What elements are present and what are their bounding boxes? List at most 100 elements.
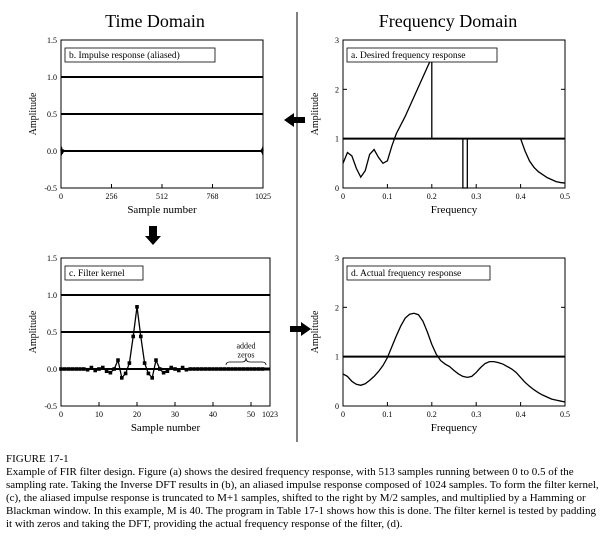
y-axis-label: Amplitude <box>310 92 321 135</box>
data-point <box>63 367 67 371</box>
data-point <box>158 367 162 371</box>
arrow-right <box>290 322 311 336</box>
y-tick-label: 1.5 <box>47 36 57 45</box>
x-axis-label: Sample number <box>127 204 197 216</box>
data-point <box>139 334 143 339</box>
x-tick-label: 0 <box>59 410 63 419</box>
data-point <box>256 367 261 371</box>
data-point <box>112 367 116 371</box>
data-point <box>97 367 101 371</box>
data-point <box>192 367 196 371</box>
series-line <box>342 58 566 189</box>
arrow-down <box>145 226 161 245</box>
data-point <box>241 367 246 371</box>
data-point <box>89 365 94 370</box>
data-point <box>120 376 124 380</box>
x-tick-label: 0.1 <box>382 410 392 419</box>
x-tick-label: 768 <box>207 192 219 201</box>
panel-b: -0.5 0.0 0.5 1.0 1.5 0 256 512 768 1025 Sample num… <box>28 36 271 216</box>
x-axis-label: Sample number <box>131 422 201 434</box>
data-point <box>104 369 109 374</box>
panel-title-box <box>64 265 144 281</box>
x-tick-label: 0.5 <box>560 410 570 419</box>
x-tick-label: 0.2 <box>427 192 437 201</box>
y-tick-label: 0 <box>335 184 339 193</box>
y-tick-label: 0.5 <box>47 110 57 119</box>
series-line <box>60 146 264 156</box>
data-point <box>154 358 158 362</box>
y-axis-label: Amplitude <box>28 92 39 135</box>
data-point <box>150 376 154 380</box>
data-point <box>245 367 249 371</box>
data-point <box>108 370 113 375</box>
x-tick-label: 0.5 <box>560 192 570 201</box>
annotation-line: zeros <box>238 350 255 359</box>
x-tick-label: 256 <box>106 192 118 201</box>
panel-title-box <box>346 47 498 63</box>
data-point <box>66 367 71 371</box>
panel-title: b. Impulse response (aliased) <box>69 50 180 61</box>
data-point <box>59 367 63 371</box>
x-tick-label: 1023 <box>262 410 278 419</box>
data-point <box>74 367 78 371</box>
x-tick-label: 0.4 <box>516 410 526 419</box>
panel-c: -0.5 0.0 0.5 1.0 1.5 0 10 20 30 40 50 1023 Sample nu… <box>28 254 278 434</box>
panel-title: a. Desired frequency response <box>351 50 465 61</box>
data-point <box>165 369 170 374</box>
time-domain-header: Time Domain <box>105 11 205 31</box>
data-point <box>123 371 128 376</box>
x-tick-label: 40 <box>209 410 217 419</box>
caption-text: Example of FIR filter design. Figure (a)… <box>6 466 599 530</box>
annotation-brace <box>225 357 267 366</box>
y-tick-label: 0 <box>335 402 339 411</box>
figure-number: FIGURE 17-1 <box>6 453 69 465</box>
x-tick-label: 0 <box>59 192 63 201</box>
data-point <box>142 361 147 365</box>
data-point <box>70 367 75 371</box>
panel-d: 0 1 2 3 0 0.1 0.2 0.3 0.4 0.5 Frequency Amplitude d.… <box>310 254 570 434</box>
annotation-line: added <box>236 341 255 350</box>
y-tick-label: 1 <box>335 353 339 362</box>
data-point <box>237 367 242 371</box>
y-tick-label: 1.0 <box>47 291 57 300</box>
data-point <box>177 368 181 373</box>
x-tick-label: 0.1 <box>382 192 392 201</box>
data-point <box>93 368 97 373</box>
data-point <box>188 367 192 371</box>
data-point <box>249 367 253 371</box>
x-tick-label: 1025 <box>255 192 271 201</box>
y-tick-label: 3 <box>335 254 339 263</box>
x-tick-label: 30 <box>171 410 179 419</box>
x-axis-label: Frequency <box>431 422 478 434</box>
y-tick-label: 0.0 <box>47 147 57 156</box>
data-point <box>234 367 238 371</box>
data-point <box>196 367 200 371</box>
data-point <box>169 365 173 370</box>
x-tick-label: 0.3 <box>471 410 481 419</box>
data-point <box>101 365 105 370</box>
data-point <box>211 367 215 371</box>
data-point <box>203 367 208 371</box>
data-point <box>230 367 234 371</box>
data-point <box>82 367 86 371</box>
x-tick-label: 10 <box>95 410 103 419</box>
y-tick-label: -0.5 <box>44 402 57 411</box>
data-point <box>127 361 132 365</box>
plot-frame <box>342 39 566 189</box>
data-point <box>184 367 189 372</box>
data-point <box>116 358 120 362</box>
data-point <box>146 371 151 376</box>
y-axis-label: Amplitude <box>28 310 39 353</box>
x-axis-label: Frequency <box>431 204 478 216</box>
data-point <box>131 334 135 339</box>
y-tick-label: 2 <box>335 303 339 312</box>
arrow-left <box>284 113 305 127</box>
x-tick-label: 20 <box>133 410 141 419</box>
y-tick-label: 2 <box>335 85 339 94</box>
y-tick-label: 1.0 <box>47 73 57 82</box>
x-tick-label: 0.3 <box>471 192 481 201</box>
x-tick-label: 0 <box>341 192 345 201</box>
y-tick-label: -0.5 <box>44 184 57 193</box>
data-point <box>85 367 90 372</box>
